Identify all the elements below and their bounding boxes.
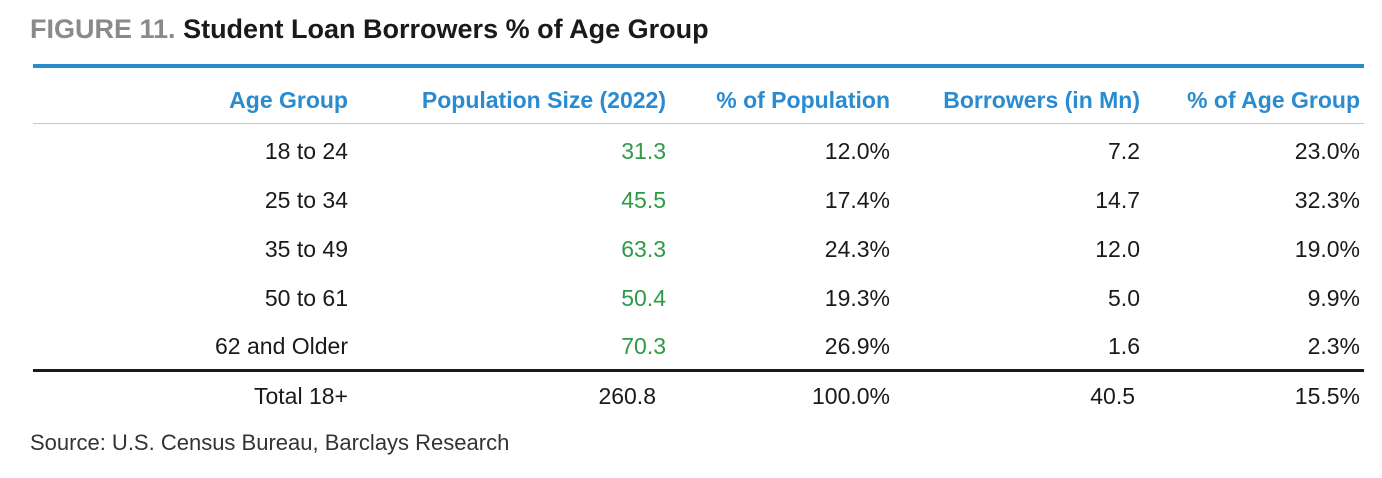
table-row: 35 to 49 63.3 24.3% 12.0 19.0%: [0, 225, 1382, 273]
cell-age-group: 35 to 49: [264, 236, 348, 262]
cell-population-size: 63.3: [621, 236, 666, 262]
header-rule: [33, 123, 1364, 124]
header-pct-age-group: % of Age Group: [1187, 87, 1360, 113]
total-label: Total 18+: [254, 383, 348, 409]
total-rule: [33, 369, 1364, 372]
figure-title: FIGURE 11. Student Loan Borrowers % of A…: [30, 14, 709, 45]
cell-population-size: 50.4: [621, 285, 666, 311]
total-pct-age-group: 15.5%: [1294, 383, 1360, 409]
cell-pct-population: 26.9%: [824, 333, 890, 359]
figure-number: FIGURE 11.: [30, 14, 176, 44]
header-population-size: Population Size (2022): [421, 87, 666, 113]
cell-population-size: 45.5: [621, 187, 666, 213]
cell-pct-age-group: 19.0%: [1294, 236, 1360, 262]
header-borrowers: Borrowers (in Mn): [943, 87, 1140, 113]
cell-borrowers: 14.7: [1095, 187, 1140, 213]
table-row: 18 to 24 31.3 12.0% 7.2 23.0%: [0, 127, 1382, 175]
total-population-size: 260.8: [598, 383, 656, 409]
cell-pct-age-group: 32.3%: [1294, 187, 1360, 213]
cell-pct-population: 19.3%: [824, 285, 890, 311]
header-age-group: Age Group: [229, 87, 348, 113]
cell-pct-age-group: 9.9%: [1307, 285, 1360, 311]
cell-population-size: 70.3: [621, 333, 666, 359]
table-row: 25 to 34 45.5 17.4% 14.7 32.3%: [0, 176, 1382, 224]
cell-pct-population: 12.0%: [824, 138, 890, 164]
cell-pct-population: 24.3%: [824, 236, 890, 262]
cell-age-group: 18 to 24: [264, 138, 348, 164]
cell-borrowers: 7.2: [1108, 138, 1140, 164]
total-row: Total 18+ 260.8 100.0% 40.5 15.5%: [0, 372, 1382, 420]
table-row: 50 to 61 50.4 19.3% 5.0 9.9%: [0, 274, 1382, 322]
total-borrowers: 40.5: [1090, 383, 1135, 409]
total-pct-population: 100.0%: [811, 383, 890, 409]
source-note: Source: U.S. Census Bureau, Barclays Res…: [30, 430, 510, 455]
cell-borrowers: 12.0: [1095, 236, 1140, 262]
cell-borrowers: 5.0: [1108, 285, 1140, 311]
figure-title-text: Student Loan Borrowers % of Age Group: [183, 14, 709, 44]
cell-age-group: 25 to 34: [264, 187, 348, 213]
cell-pct-age-group: 2.3%: [1307, 333, 1360, 359]
cell-pct-age-group: 23.0%: [1294, 138, 1360, 164]
table-row: 62 and Older 70.3 26.9% 1.6 2.3%: [0, 322, 1382, 370]
header-pct-population: % of Population: [716, 87, 890, 113]
table-header: Age Group Population Size (2022) % of Po…: [0, 76, 1382, 124]
top-rule: [33, 64, 1364, 68]
cell-age-group: 50 to 61: [264, 285, 348, 311]
cell-borrowers: 1.6: [1108, 333, 1140, 359]
cell-age-group: 62 and Older: [215, 333, 348, 359]
cell-population-size: 31.3: [621, 138, 666, 164]
cell-pct-population: 17.4%: [824, 187, 890, 213]
